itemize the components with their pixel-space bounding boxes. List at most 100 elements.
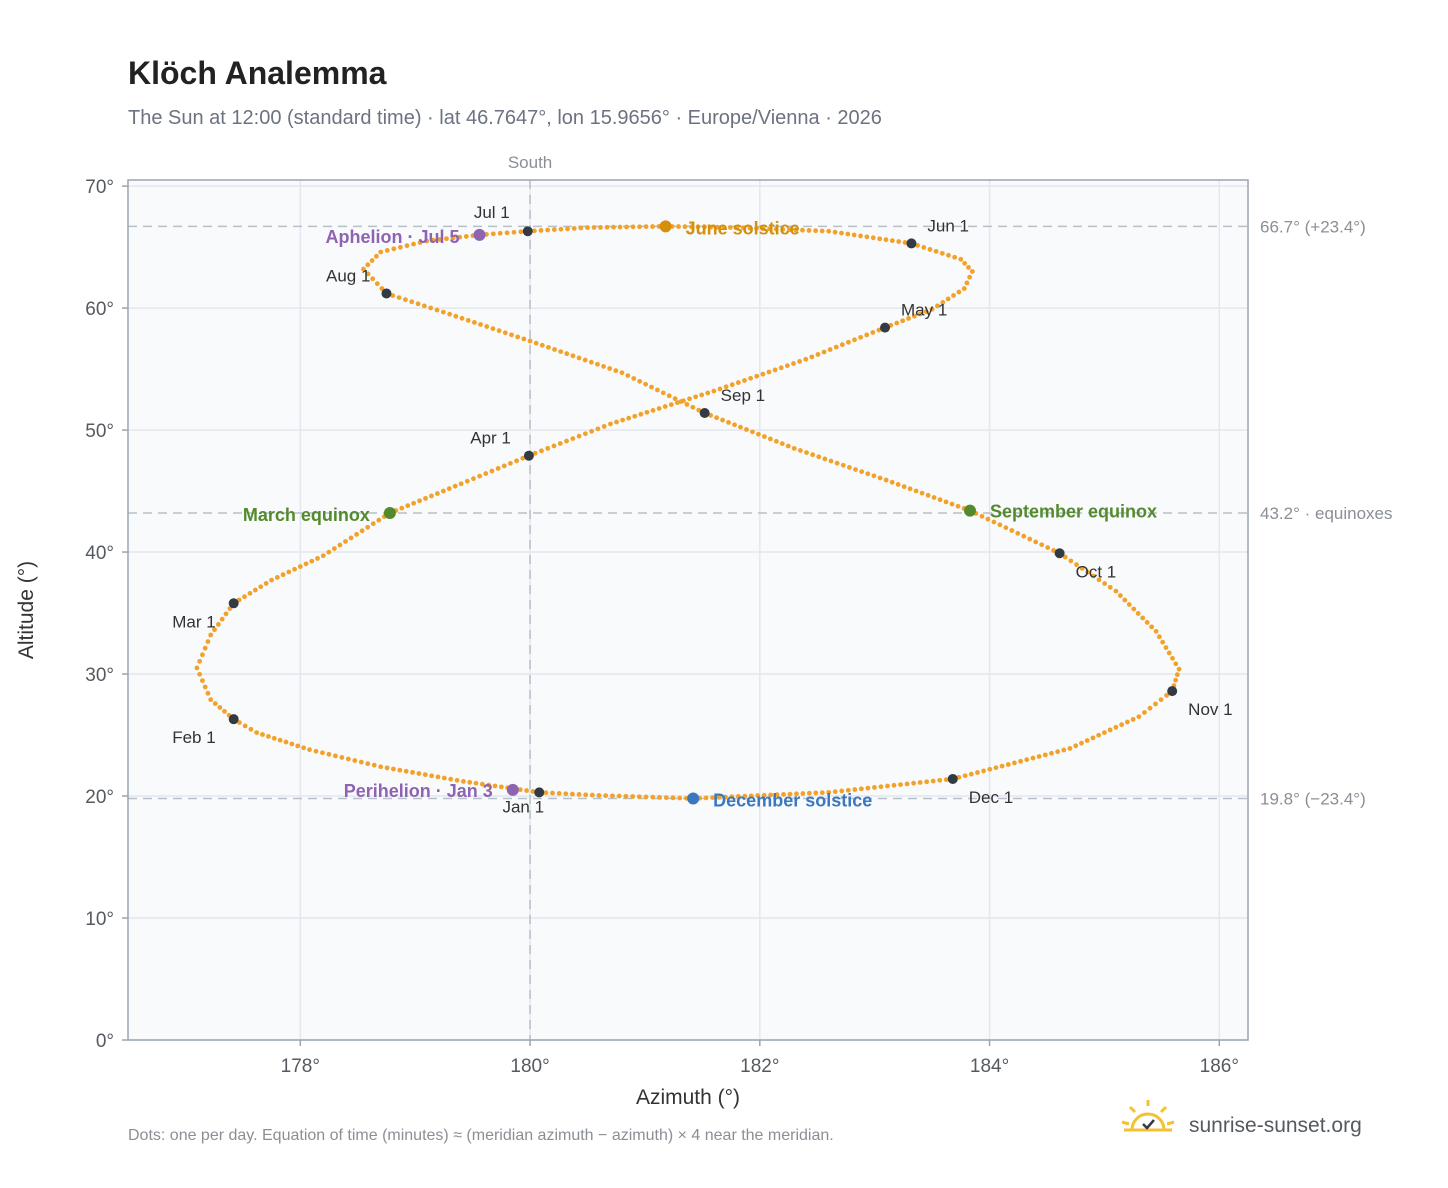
sun-position-dot xyxy=(570,436,576,442)
sun-position-dot xyxy=(391,766,396,772)
sun-position-dot xyxy=(677,795,683,801)
sun-position-dot xyxy=(369,258,375,263)
sun-position-dot xyxy=(721,224,727,230)
brand-link[interactable]: sunrise-sunset.org xyxy=(1189,1114,1362,1137)
sun-position-dot xyxy=(610,793,615,799)
sun-position-dot xyxy=(478,322,483,327)
sun-position-dot xyxy=(303,561,309,567)
sun-position-dot xyxy=(619,370,625,376)
sun-position-dot xyxy=(504,230,510,236)
sun-position-dot xyxy=(955,503,961,509)
sun-position-dot xyxy=(794,791,799,797)
sun-position-dot xyxy=(699,392,705,398)
sun-position-dot xyxy=(832,789,838,795)
sun-position-dot xyxy=(827,347,833,352)
sun-position-dot xyxy=(734,225,740,230)
sun-position-dot xyxy=(939,250,945,256)
sun-position-dot xyxy=(630,794,636,799)
sun-position-dot xyxy=(1018,758,1024,764)
sun-position-dot xyxy=(315,556,320,561)
sun-position-dot xyxy=(1107,727,1113,733)
sun-position-dot xyxy=(896,239,902,244)
sun-position-dot xyxy=(773,226,779,232)
x-axis-label: Azimuth (°) xyxy=(636,1086,740,1109)
sun-position-dot xyxy=(654,387,660,393)
sun-position-dot xyxy=(1119,722,1125,728)
sun-position-dot xyxy=(793,227,799,233)
sun-position-dot xyxy=(223,611,229,617)
sun-position-dot xyxy=(806,790,812,796)
event-label: September equinox xyxy=(990,502,1157,522)
sun-position-dot xyxy=(343,539,348,544)
y-tick-label: 0° xyxy=(96,1031,114,1052)
sun-position-dot xyxy=(894,320,900,326)
sun-position-dot xyxy=(674,400,680,406)
sun-position-dot xyxy=(345,756,351,762)
sun-position-dot xyxy=(200,678,205,684)
sun-position-dot xyxy=(773,438,779,444)
sun-position-dot xyxy=(806,228,812,233)
sun-position-dot xyxy=(803,356,809,362)
month-marker xyxy=(523,450,534,461)
sun-position-dot xyxy=(492,783,498,789)
x-tick-label: 182° xyxy=(740,1056,779,1077)
y-tick-label: 70° xyxy=(85,177,114,198)
sun-position-dot xyxy=(471,476,476,482)
sun-position-dot xyxy=(740,225,746,231)
sun-position-dot xyxy=(813,790,819,796)
sun-position-dot xyxy=(197,658,203,664)
sun-position-dot xyxy=(929,306,935,312)
sun-position-dot xyxy=(864,234,870,240)
sun-position-dot xyxy=(958,256,964,262)
sun-position-dot xyxy=(729,794,735,800)
sun-position-dot xyxy=(723,794,728,800)
sun-position-dot xyxy=(1079,740,1084,746)
sun-position-dot xyxy=(280,572,286,578)
sun-position-dot xyxy=(940,299,946,305)
sun-position-dot xyxy=(565,226,570,232)
sun-position-dot xyxy=(865,471,871,477)
sun-position-dot xyxy=(708,224,714,230)
sun-position-dot xyxy=(354,531,359,537)
sun-position-dot xyxy=(613,368,619,374)
sun-position-dot xyxy=(839,230,844,236)
sun-position-dot xyxy=(891,782,897,788)
sun-position-dot xyxy=(657,794,662,800)
month-marker xyxy=(1167,686,1178,697)
sun-position-dot xyxy=(403,768,409,774)
sun-position-dot xyxy=(620,417,626,423)
sun-position-dot xyxy=(496,328,502,334)
event-marker xyxy=(473,228,486,241)
sun-position-dot xyxy=(463,234,469,239)
x-tick-label: 178° xyxy=(281,1056,320,1077)
sun-position-dot xyxy=(1164,692,1170,698)
sun-position-dot xyxy=(484,324,490,329)
sun-position-dot xyxy=(961,286,967,291)
sun-position-dot xyxy=(539,342,545,348)
sun-position-dot xyxy=(927,246,933,252)
sun-position-dot xyxy=(858,786,864,792)
y-tick-label: 50° xyxy=(85,421,114,442)
sun-position-dot xyxy=(313,748,319,754)
sun-position-dot xyxy=(943,777,949,783)
sun-position-dot xyxy=(906,316,911,321)
sun-position-dot xyxy=(435,774,441,780)
sun-position-dot xyxy=(601,363,606,369)
sun-position-dot xyxy=(486,782,492,788)
sun-position-dot xyxy=(1107,584,1113,590)
sun-position-dot xyxy=(531,228,537,234)
sun-position-dot xyxy=(859,469,865,475)
month-marker-label: Oct 1 xyxy=(1076,562,1117,581)
sun-logo-icon xyxy=(1121,1100,1175,1132)
sun-position-dot xyxy=(774,792,780,798)
sun-position-dot xyxy=(1074,562,1079,568)
sun-position-dot xyxy=(644,409,650,415)
sun-position-dot xyxy=(258,584,264,590)
sun-position-dot xyxy=(517,787,523,793)
sun-position-dot xyxy=(767,226,773,232)
sun-position-dot xyxy=(391,246,397,252)
month-marker-label: Apr 1 xyxy=(470,429,511,448)
sun-position-dot xyxy=(727,225,733,230)
y-tick-label: 20° xyxy=(85,787,114,808)
sun-position-dot xyxy=(991,519,997,525)
